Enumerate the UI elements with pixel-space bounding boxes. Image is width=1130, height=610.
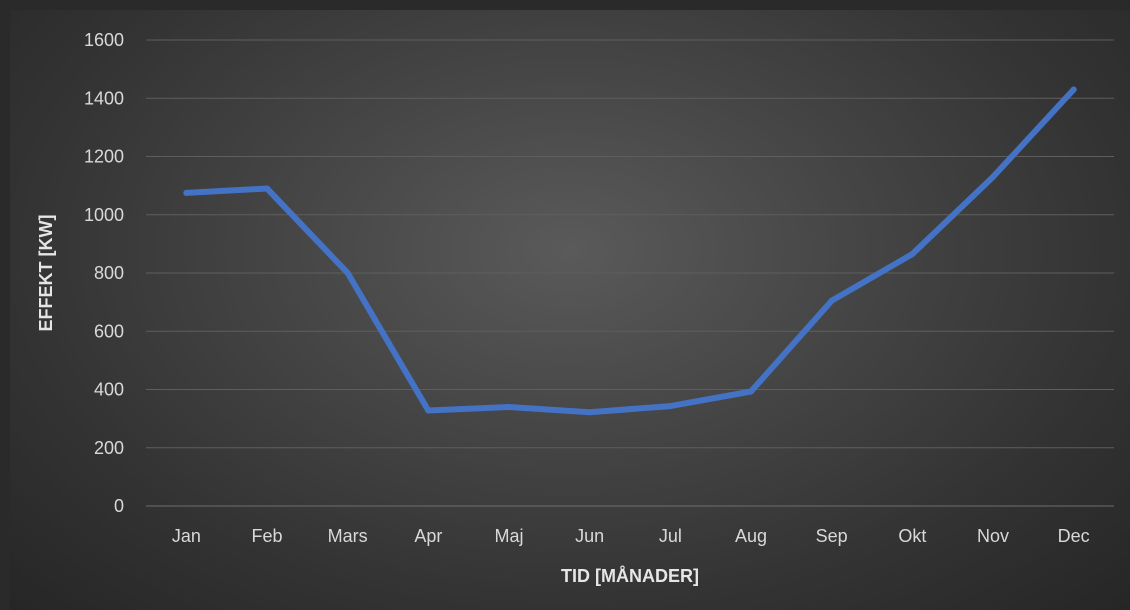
x-tick-label: Apr [414,526,442,546]
series-line [183,86,1077,416]
data-point [1070,86,1077,93]
data-point [828,297,835,304]
data-point [990,173,996,180]
data-point [425,407,432,414]
x-tick-label: Jan [172,526,201,546]
x-tick-label: Dec [1058,526,1090,546]
y-axis-title: EFFEKT [KW] [36,215,56,332]
x-tick-label: Nov [977,526,1009,546]
y-tick-label: 0 [114,496,124,516]
data-point [667,403,674,410]
x-tick-label: Sep [816,526,848,546]
x-tick-label: Maj [494,526,523,546]
y-tick-label: 400 [94,380,124,400]
line-chart: 0 200 400 600 800 1000 1200 1400 1600 Jan Feb Mars… [36,30,1114,586]
x-tick-label: Jun [575,526,604,546]
x-tick-label: Aug [735,526,767,546]
y-tick-label: 800 [94,263,124,283]
data-point [264,185,270,192]
data-point [344,270,351,276]
data-point [183,189,190,196]
data-point [506,403,512,410]
y-tick-label: 1400 [84,88,124,108]
data-point [748,388,754,395]
data-point [909,251,916,258]
chart-area: 0 200 400 600 800 1000 1200 1400 1600 Jan Feb Mars… [10,10,1130,610]
y-tick-label: 600 [94,321,124,341]
y-axis-ticks: 0 200 400 600 800 1000 1200 1400 1600 [84,30,124,516]
x-tick-label: Okt [898,526,926,546]
x-axis-ticks: Jan Feb Mars Apr Maj Jun Jul Aug Sep Okt Nov Dec [172,526,1090,546]
x-tick-label: Mars [328,526,368,546]
y-tick-label: 1200 [84,147,124,167]
x-tick-label: Jul [659,526,682,546]
gridlines [146,39,1114,507]
series-lines [183,86,1077,416]
y-tick-label: 1600 [84,30,124,50]
y-tick-label: 200 [94,438,124,458]
x-axis-title: TID [MÅNADER] [561,566,699,586]
data-point [586,409,593,416]
y-tick-label: 1000 [84,205,124,225]
x-tick-label: Feb [251,526,282,546]
